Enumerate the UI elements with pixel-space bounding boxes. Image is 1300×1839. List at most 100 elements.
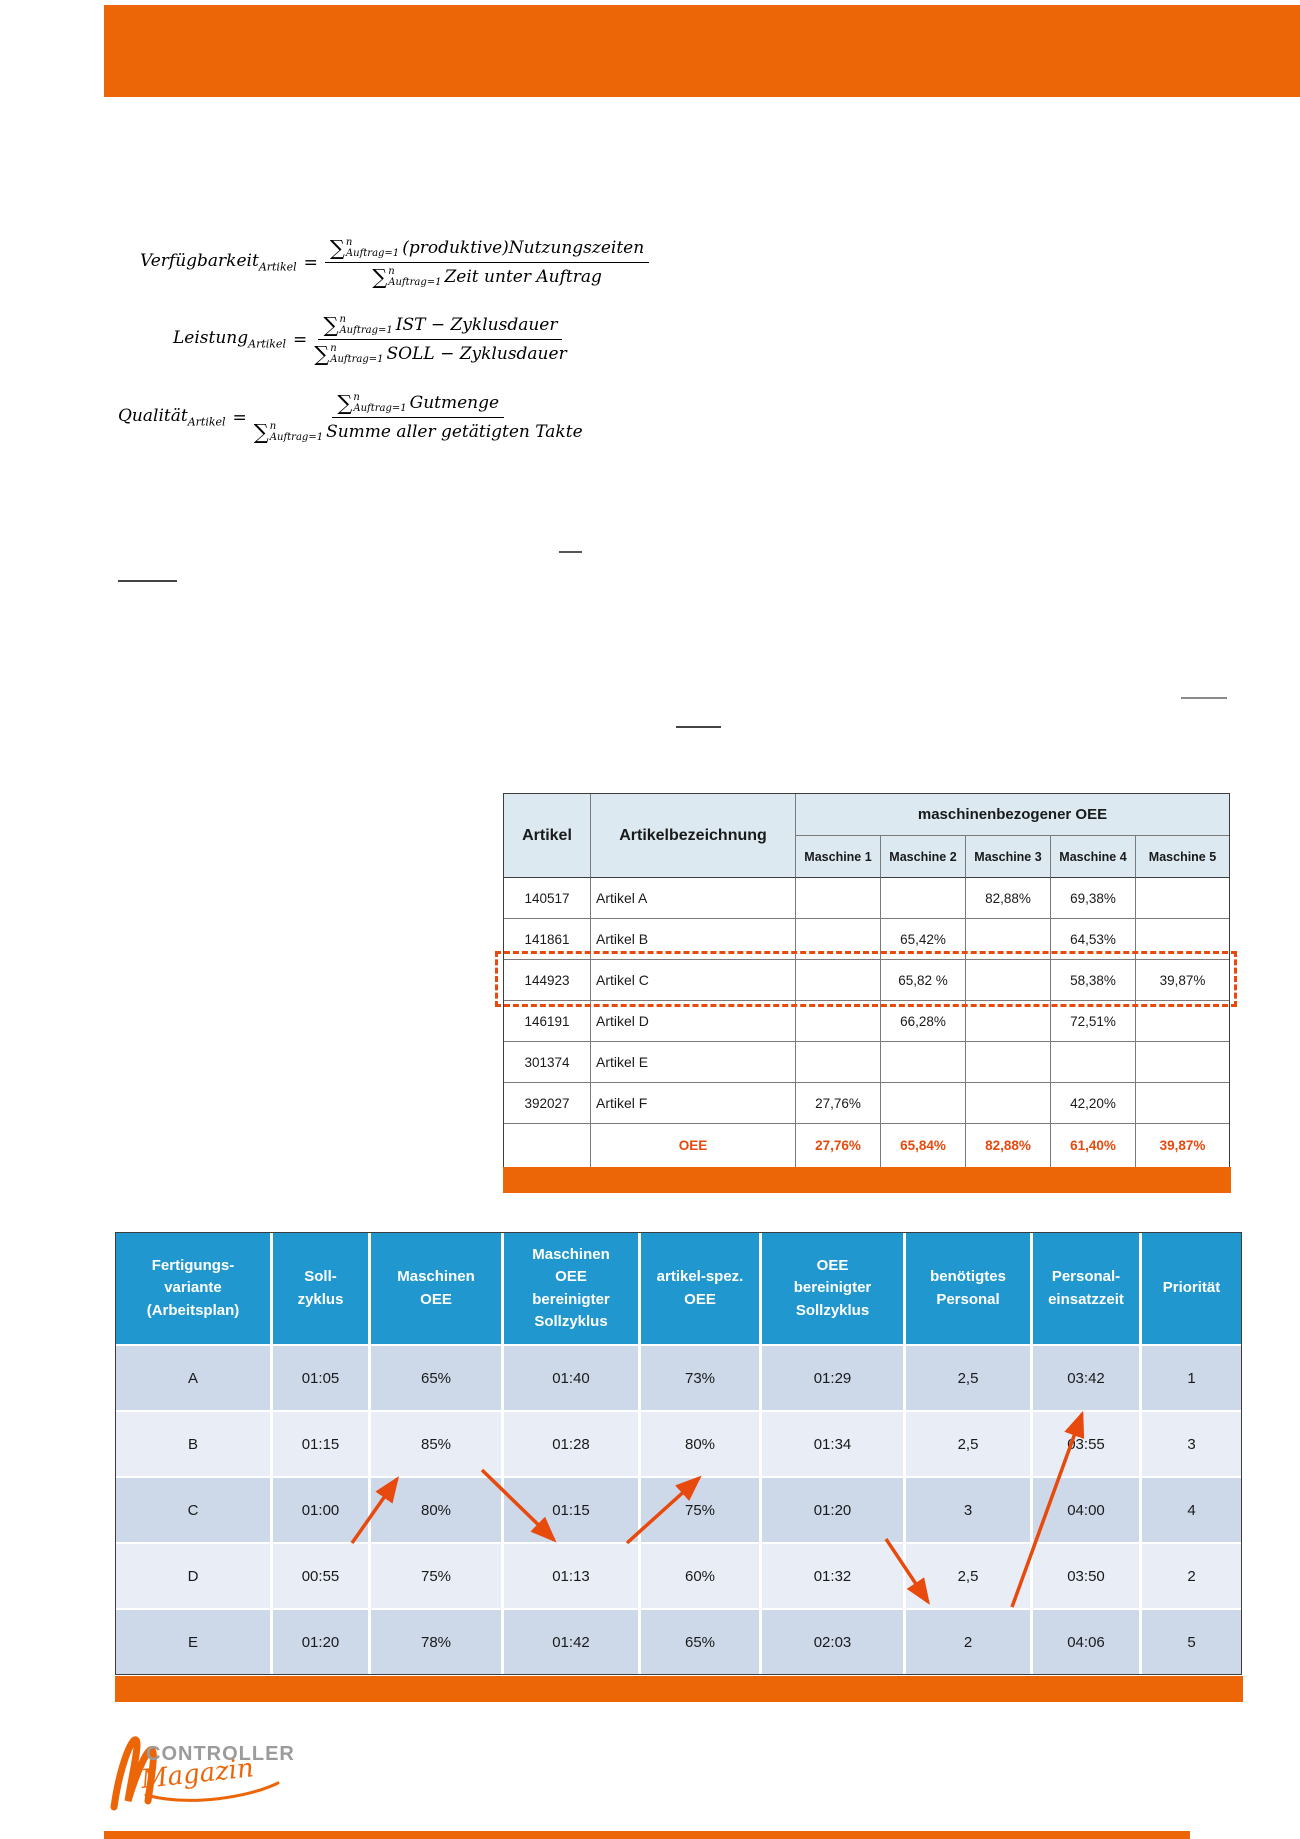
t1-cell-value: 65,42% [881,919,966,960]
t2-cell: 01:20 [273,1608,371,1674]
t2-cell: 80% [371,1476,504,1542]
t2-header: Priorität [1142,1233,1241,1344]
fraction: ∑ n Auftrag=1 Gutmenge ∑ n Auftrag=1 Summe a… [253,391,583,444]
equals-sign: = [292,329,308,350]
t2-cell: 03:55 [1033,1410,1142,1476]
t1-header-machine: Maschine 2 [881,836,966,878]
t1-cell-value [1136,1001,1229,1042]
t1-cell-value [1136,1042,1229,1083]
formula-lhs: LeistungArtikel [173,328,286,351]
logo-controller-text: CONTROLLER [146,1743,295,1765]
t2-cell: 03:50 [1033,1542,1142,1608]
t2-cell: 01:42 [504,1608,641,1674]
t2-cell: 1 [1142,1344,1241,1410]
t2-cell: 01:32 [762,1542,906,1608]
t1-cell-value [796,960,881,1001]
t2-cell: 01:15 [504,1476,641,1542]
t2-cell: 65% [371,1344,504,1410]
t1-cell-value [966,1042,1051,1083]
t2-cell: 01:40 [504,1344,641,1410]
logo-underline-swash [144,1781,280,1802]
t1-cell-value [796,1001,881,1042]
equals-sign: = [232,407,247,428]
t2-cell: E [116,1608,273,1674]
t1-header-machine: Maschine 3 [966,836,1051,878]
t1-cell-value [881,878,966,919]
t2-cell: 73% [641,1344,762,1410]
t2-cell: C [116,1476,273,1542]
t2-cell: 01:00 [273,1476,371,1542]
sum-symbol: ∑ n Auftrag=1 [323,313,393,337]
t2-cell: 01:20 [762,1476,906,1542]
t2-cell: 2 [1142,1542,1241,1608]
t1-cell-value: 65,82 % [881,960,966,1001]
t2-cell: 01:28 [504,1410,641,1476]
t2-cell: 3 [906,1476,1033,1542]
t1-footer-oee-label: OEE [591,1124,796,1167]
t1-cell-value: 69,38% [1051,878,1136,919]
t1-footer-oee-value: 65,84% [881,1124,966,1167]
t1-footer-oee-value: 27,76% [796,1124,881,1167]
rule-line [676,726,721,728]
t1-cell-artikel-id: 146191 [504,1001,591,1042]
t2-cell: 2 [906,1608,1033,1674]
table1-bottom-orange-bar [503,1167,1231,1193]
t2-cell: 01:34 [762,1410,906,1476]
logo-m-swash [110,1736,157,1811]
t1-cell-artikel-name: Artikel B [591,919,796,960]
t1-cell-value [796,919,881,960]
t2-header: Fertigungs- variante (Arbeitsplan) [116,1233,273,1344]
rule-line [559,551,582,553]
sum-symbol: ∑ n Auftrag=1 [337,391,407,415]
t1-cell-value: 42,20% [1051,1083,1136,1124]
t1-cell-artikel-name: Artikel A [591,878,796,919]
controller-magazin-logo: CONTROLLER Magazin [110,1736,295,1811]
t2-cell: 01:15 [273,1410,371,1476]
t1-cell-value [796,1042,881,1083]
t1-cell-value: 82,88% [966,878,1051,919]
rule-line [1181,697,1227,699]
t1-cell-value [1051,1042,1136,1083]
t2-cell: 02:03 [762,1608,906,1674]
t1-footer-oee-value: 61,40% [1051,1124,1136,1167]
sum-symbol: ∑ n Auftrag=1 [253,420,324,444]
t1-header-artikelbezeichnung: Artikelbezeichnung [591,794,796,878]
t2-cell: 5 [1142,1608,1241,1674]
t2-cell: 65% [641,1608,762,1674]
t1-cell-value [1136,919,1229,960]
production-variant-table: Fertigungs- variante (Arbeitsplan) Soll- … [115,1232,1242,1675]
t2-cell: 2,5 [906,1542,1033,1608]
t1-cell-value [966,1083,1051,1124]
t1-footer-oee-value: 39,87% [1159,1138,1206,1153]
t1-cell-artikel-name: Artikel F [591,1083,796,1124]
t2-cell: 3 [1142,1410,1241,1476]
t2-cell: 80% [641,1410,762,1476]
t1-cell-value [881,1042,966,1083]
t2-cell: 01:29 [762,1344,906,1410]
t2-cell: 00:55 [273,1542,371,1608]
top-orange-bar [104,5,1300,97]
t2-cell: 2,5 [906,1410,1033,1476]
t2-cell: 03:42 [1033,1344,1142,1410]
bottom-orange-strip [104,1831,1190,1839]
t2-cell: 78% [371,1608,504,1674]
t2-cell: 60% [641,1542,762,1608]
t2-cell: 01:05 [273,1344,371,1410]
t1-footer-oee-value: 82,88% [966,1124,1051,1167]
t1-footer-empty [504,1124,591,1167]
t1-header-artikel: Artikel [504,794,591,878]
t2-cell: 85% [371,1410,504,1476]
t2-header: Soll- zyklus [273,1233,371,1344]
t2-cell: D [116,1542,273,1608]
t1-cell-value [881,1083,966,1124]
sum-symbol: ∑ n Auftrag=1 [314,342,384,366]
t1-cell-artikel-id: 392027 [504,1083,591,1124]
formula-lhs: QualitätArtikel [118,406,226,429]
t1-cell-artikel-id: 301374 [504,1042,591,1083]
t2-header: benötigtes Personal [906,1233,1033,1344]
rule-line [118,580,177,582]
t2-cell: 75% [641,1476,762,1542]
t2-header: Personal- einsatzzeit [1033,1233,1142,1344]
t1-cell-value [966,919,1051,960]
fraction: ∑ n Auftrag=1 IST − Zyklusdauer ∑ n Auftrag=… [314,313,567,366]
